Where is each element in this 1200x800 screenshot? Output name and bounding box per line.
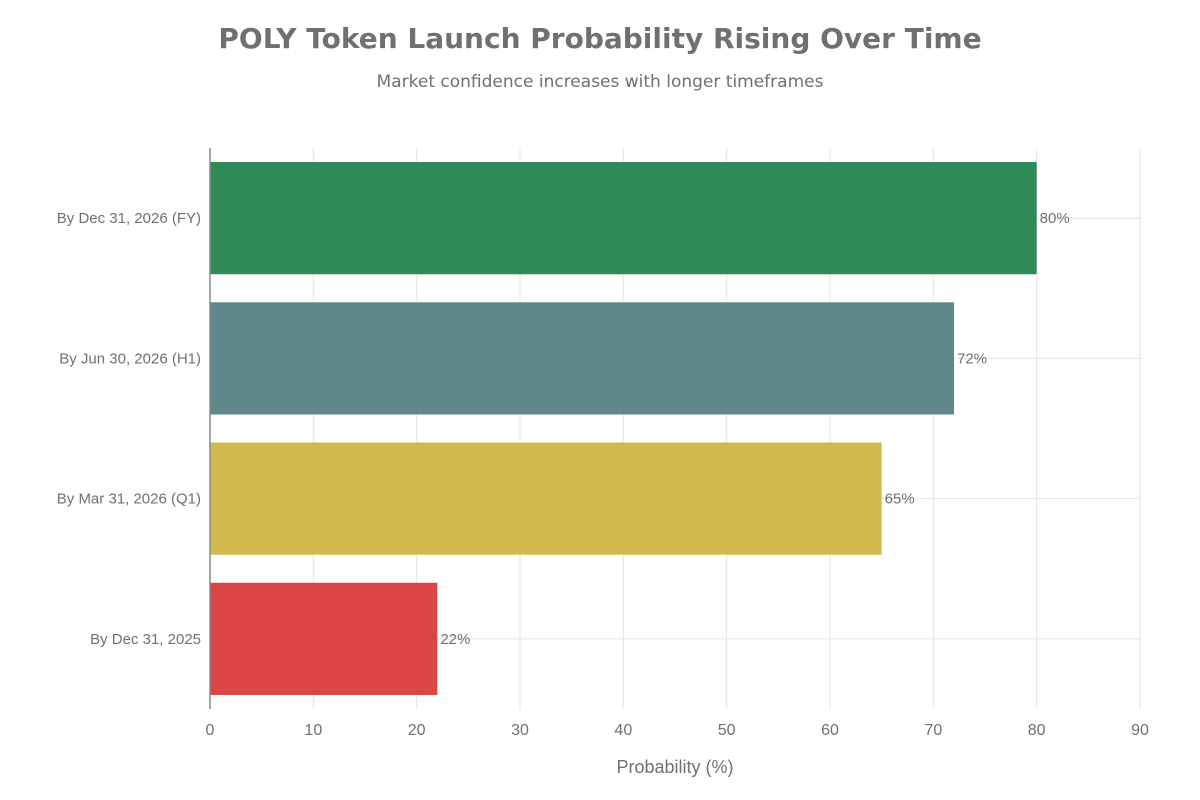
x-tick-label: 20: [408, 722, 426, 739]
x-tick-label: 90: [1131, 722, 1149, 739]
bars: [210, 162, 1037, 695]
x-axis-title: Probability (%): [616, 757, 733, 777]
x-tick-label: 60: [821, 722, 839, 739]
data-label: 65%: [885, 491, 915, 508]
category-label: By Mar 31, 2026 (Q1): [57, 491, 201, 508]
data-labels: 80% 72% 65% 22%: [440, 210, 1069, 648]
data-label: 80%: [1040, 210, 1070, 227]
bar: [210, 582, 438, 695]
data-label: 22%: [440, 631, 470, 648]
x-tick-label: 10: [304, 722, 322, 739]
data-label: 72%: [957, 350, 987, 367]
x-tick-label: 50: [718, 722, 736, 739]
bar: [210, 302, 954, 415]
axes: 0 10 20 30 40 50 60 70 80 90 By Dec 31, 2026 (FY) B…: [57, 148, 1149, 739]
category-label: By Dec 31, 2026 (FY): [57, 210, 201, 227]
bar: [210, 442, 882, 555]
bar: [210, 162, 1037, 275]
chart-subtitle: Market confidence increases with longer …: [376, 72, 824, 92]
x-tick-label: 40: [614, 722, 632, 739]
category-label: By Dec 31, 2025: [90, 631, 201, 648]
x-tick-label: 0: [206, 722, 215, 739]
chart-title: POLY Token Launch Probability Rising Ove…: [218, 22, 982, 55]
category-label: By Jun 30, 2026 (H1): [59, 350, 201, 367]
x-tick-label: 30: [511, 722, 529, 739]
x-tick-label: 80: [1028, 722, 1046, 739]
x-tick-label: 70: [924, 722, 942, 739]
